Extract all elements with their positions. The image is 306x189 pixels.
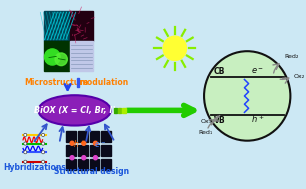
Text: $e^-$: $e^-$ <box>252 66 264 76</box>
Circle shape <box>24 160 27 163</box>
Text: Microstructure: Microstructure <box>24 78 89 87</box>
Bar <box>118 108 121 113</box>
Circle shape <box>42 133 45 136</box>
Circle shape <box>42 142 45 145</box>
Text: Red₂: Red₂ <box>284 54 298 59</box>
Text: Ox₁: Ox₁ <box>201 119 212 124</box>
Bar <box>101 145 111 156</box>
Bar <box>70 11 93 41</box>
Bar <box>78 131 88 142</box>
Bar <box>78 145 88 156</box>
Circle shape <box>94 156 97 160</box>
Text: Red₁: Red₁ <box>198 130 213 135</box>
Circle shape <box>55 53 67 66</box>
Text: BiOX (X = Cl, Br, I): BiOX (X = Cl, Br, I) <box>34 106 116 115</box>
Bar <box>114 108 117 113</box>
Text: Ox₂: Ox₂ <box>293 74 304 79</box>
Bar <box>101 160 111 170</box>
Circle shape <box>70 141 74 145</box>
Bar <box>90 131 99 142</box>
Circle shape <box>70 156 74 160</box>
Circle shape <box>82 156 86 160</box>
Bar <box>66 131 76 142</box>
Bar <box>90 145 99 156</box>
Circle shape <box>94 141 97 145</box>
Bar <box>44 11 69 41</box>
Bar <box>90 160 99 170</box>
Circle shape <box>24 133 27 136</box>
Bar <box>70 41 93 71</box>
Circle shape <box>163 36 187 60</box>
Text: modulation: modulation <box>79 78 129 87</box>
Bar <box>77 78 79 87</box>
Circle shape <box>42 151 45 154</box>
Text: Structural design: Structural design <box>54 167 129 176</box>
Bar <box>78 160 88 170</box>
Circle shape <box>204 51 290 141</box>
Circle shape <box>24 151 27 154</box>
Ellipse shape <box>38 95 111 125</box>
Circle shape <box>44 49 60 65</box>
Circle shape <box>24 142 27 145</box>
Bar <box>122 108 126 113</box>
Text: Hybridizations: Hybridizations <box>3 163 65 172</box>
Bar <box>101 131 111 142</box>
Text: $h^+$: $h^+$ <box>252 113 265 125</box>
Text: $e^-$: $e^-$ <box>94 141 106 150</box>
Circle shape <box>82 141 86 145</box>
Text: CB: CB <box>214 67 225 76</box>
Text: $h^+$: $h^+$ <box>73 139 86 150</box>
Bar <box>66 145 76 156</box>
Bar <box>66 160 76 170</box>
Bar <box>44 41 69 71</box>
Text: VB: VB <box>214 116 225 125</box>
Circle shape <box>42 160 45 163</box>
